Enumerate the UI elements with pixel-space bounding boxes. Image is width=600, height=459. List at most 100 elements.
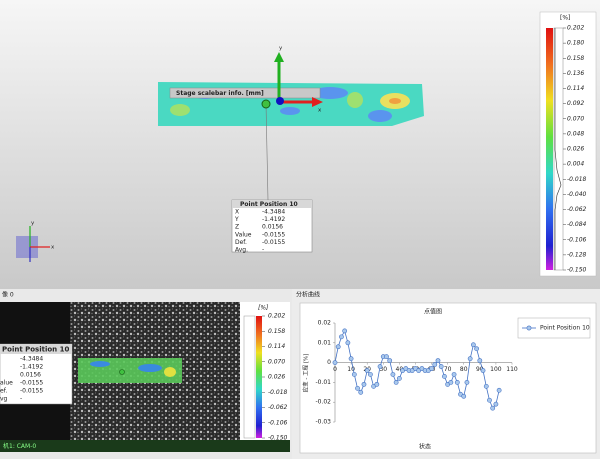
legend-tick-label: 0.180 [567,40,584,47]
legend-tick-label: 0.202 [567,25,584,32]
histogram [554,28,562,270]
info-value: -0.0155 [262,239,285,246]
legend-tick-label: 0.158 [567,55,584,62]
point-marker[interactable] [261,99,271,109]
gizmo-y-head [274,52,284,62]
legend-tick-label: 0.004 [567,161,584,168]
chart-title: 点值图 [424,308,442,316]
y-tick-label: 0.02 [318,320,332,327]
series-point [454,379,460,385]
status-bar [0,440,290,452]
series-point [432,362,438,367]
series-point [393,379,399,385]
x-tick-label: 30 [379,366,387,373]
series-point [361,381,367,387]
series-point [374,381,380,387]
info-value: -0.0155 [262,231,285,238]
series-point [474,346,479,352]
overlay-box [169,87,321,99]
info-key: Z [235,224,239,231]
x-tick-label: 110 [506,366,518,373]
series-point [451,372,457,377]
series-point [367,372,373,377]
legend-tick-label: 0.026 [268,374,285,381]
series-point [493,401,499,407]
x-tick-label: 80 [460,366,468,373]
image-legend-panel [240,302,290,440]
series-point [351,372,357,377]
series-point [429,366,434,371]
legend-tick-label: -0.040 [567,191,587,198]
image-info-value: -1.4192 [20,364,43,371]
info-value: -1.4192 [262,216,285,223]
image-info-key: vg [0,396,8,403]
series-point [364,368,370,373]
gizmo-z [276,97,284,105]
series-point [435,358,441,364]
series-point [384,354,389,360]
series-point [358,389,364,395]
series-point [470,342,476,348]
series-point [348,356,354,362]
series-point [477,358,483,364]
axis-y-label: y [279,46,283,52]
axis-x-label: x [318,108,322,114]
series-point [464,379,470,385]
y-tick-label: -0.02 [315,399,331,406]
series-point [461,393,467,399]
mini-axis-y: y [31,221,35,227]
series-point [487,397,492,403]
series-point [483,383,489,389]
legend-tick-label: -0.128 [567,251,587,258]
legend-tick-label: -0.062 [567,206,587,213]
legend-tick-label: -0.150 [567,267,587,274]
legend-tick-label: 0.158 [268,328,285,335]
image-info-value: 0.0156 [20,372,41,379]
legend-tick-label: -0.084 [567,221,587,228]
image-info-value: -4.3484 [20,356,43,363]
series-point [377,364,383,369]
series-point [480,368,486,373]
legend-tick-label: 0.026 [567,146,584,153]
gizmo-x-head [312,97,323,107]
y-tick-label: 0 [327,359,331,366]
legend-tick-label: -0.062 [268,404,288,411]
y-tick-label: 0.01 [318,339,332,346]
mini-axes: y x [16,221,55,262]
legend-tick-label: 0.114 [268,343,285,350]
series-point [345,340,351,346]
series-point [442,374,447,379]
image-info-value: - [20,396,22,403]
legend-tick-label: 0.070 [567,115,584,122]
info-value: -4.3484 [262,209,285,216]
image-colorbar [256,316,262,438]
mini-axis-x: x [51,245,55,251]
legend-tick-label: 0.048 [567,130,584,137]
x-tick-label: 100 [490,366,502,373]
series-point [467,356,473,362]
leader-line [265,103,269,201]
series-point [490,405,496,411]
info-title: Point Position 10 [240,201,298,208]
legend-marker [526,325,532,331]
camera-label: 机1: CAM-0 [3,442,36,450]
legend-tick-label: -0.150 [268,435,288,442]
x-tick-label: 40 [396,366,404,373]
legend-tick-label: 0.070 [268,358,285,365]
y-tick-label: -0.03 [315,419,331,426]
series-point [342,328,348,334]
info-key: X [235,209,239,216]
legend-tick-label: 0.136 [567,70,584,77]
info-key: Def. [235,239,247,246]
series-point [438,364,444,369]
series-point [396,376,402,381]
legend-box [517,317,591,339]
legend-tick-label: -0.018 [567,176,587,183]
chart-panel-title: 分析曲线 [296,291,320,299]
series-point [339,334,344,340]
legend-tick-label: 0.092 [567,100,584,107]
series-point [335,344,341,350]
